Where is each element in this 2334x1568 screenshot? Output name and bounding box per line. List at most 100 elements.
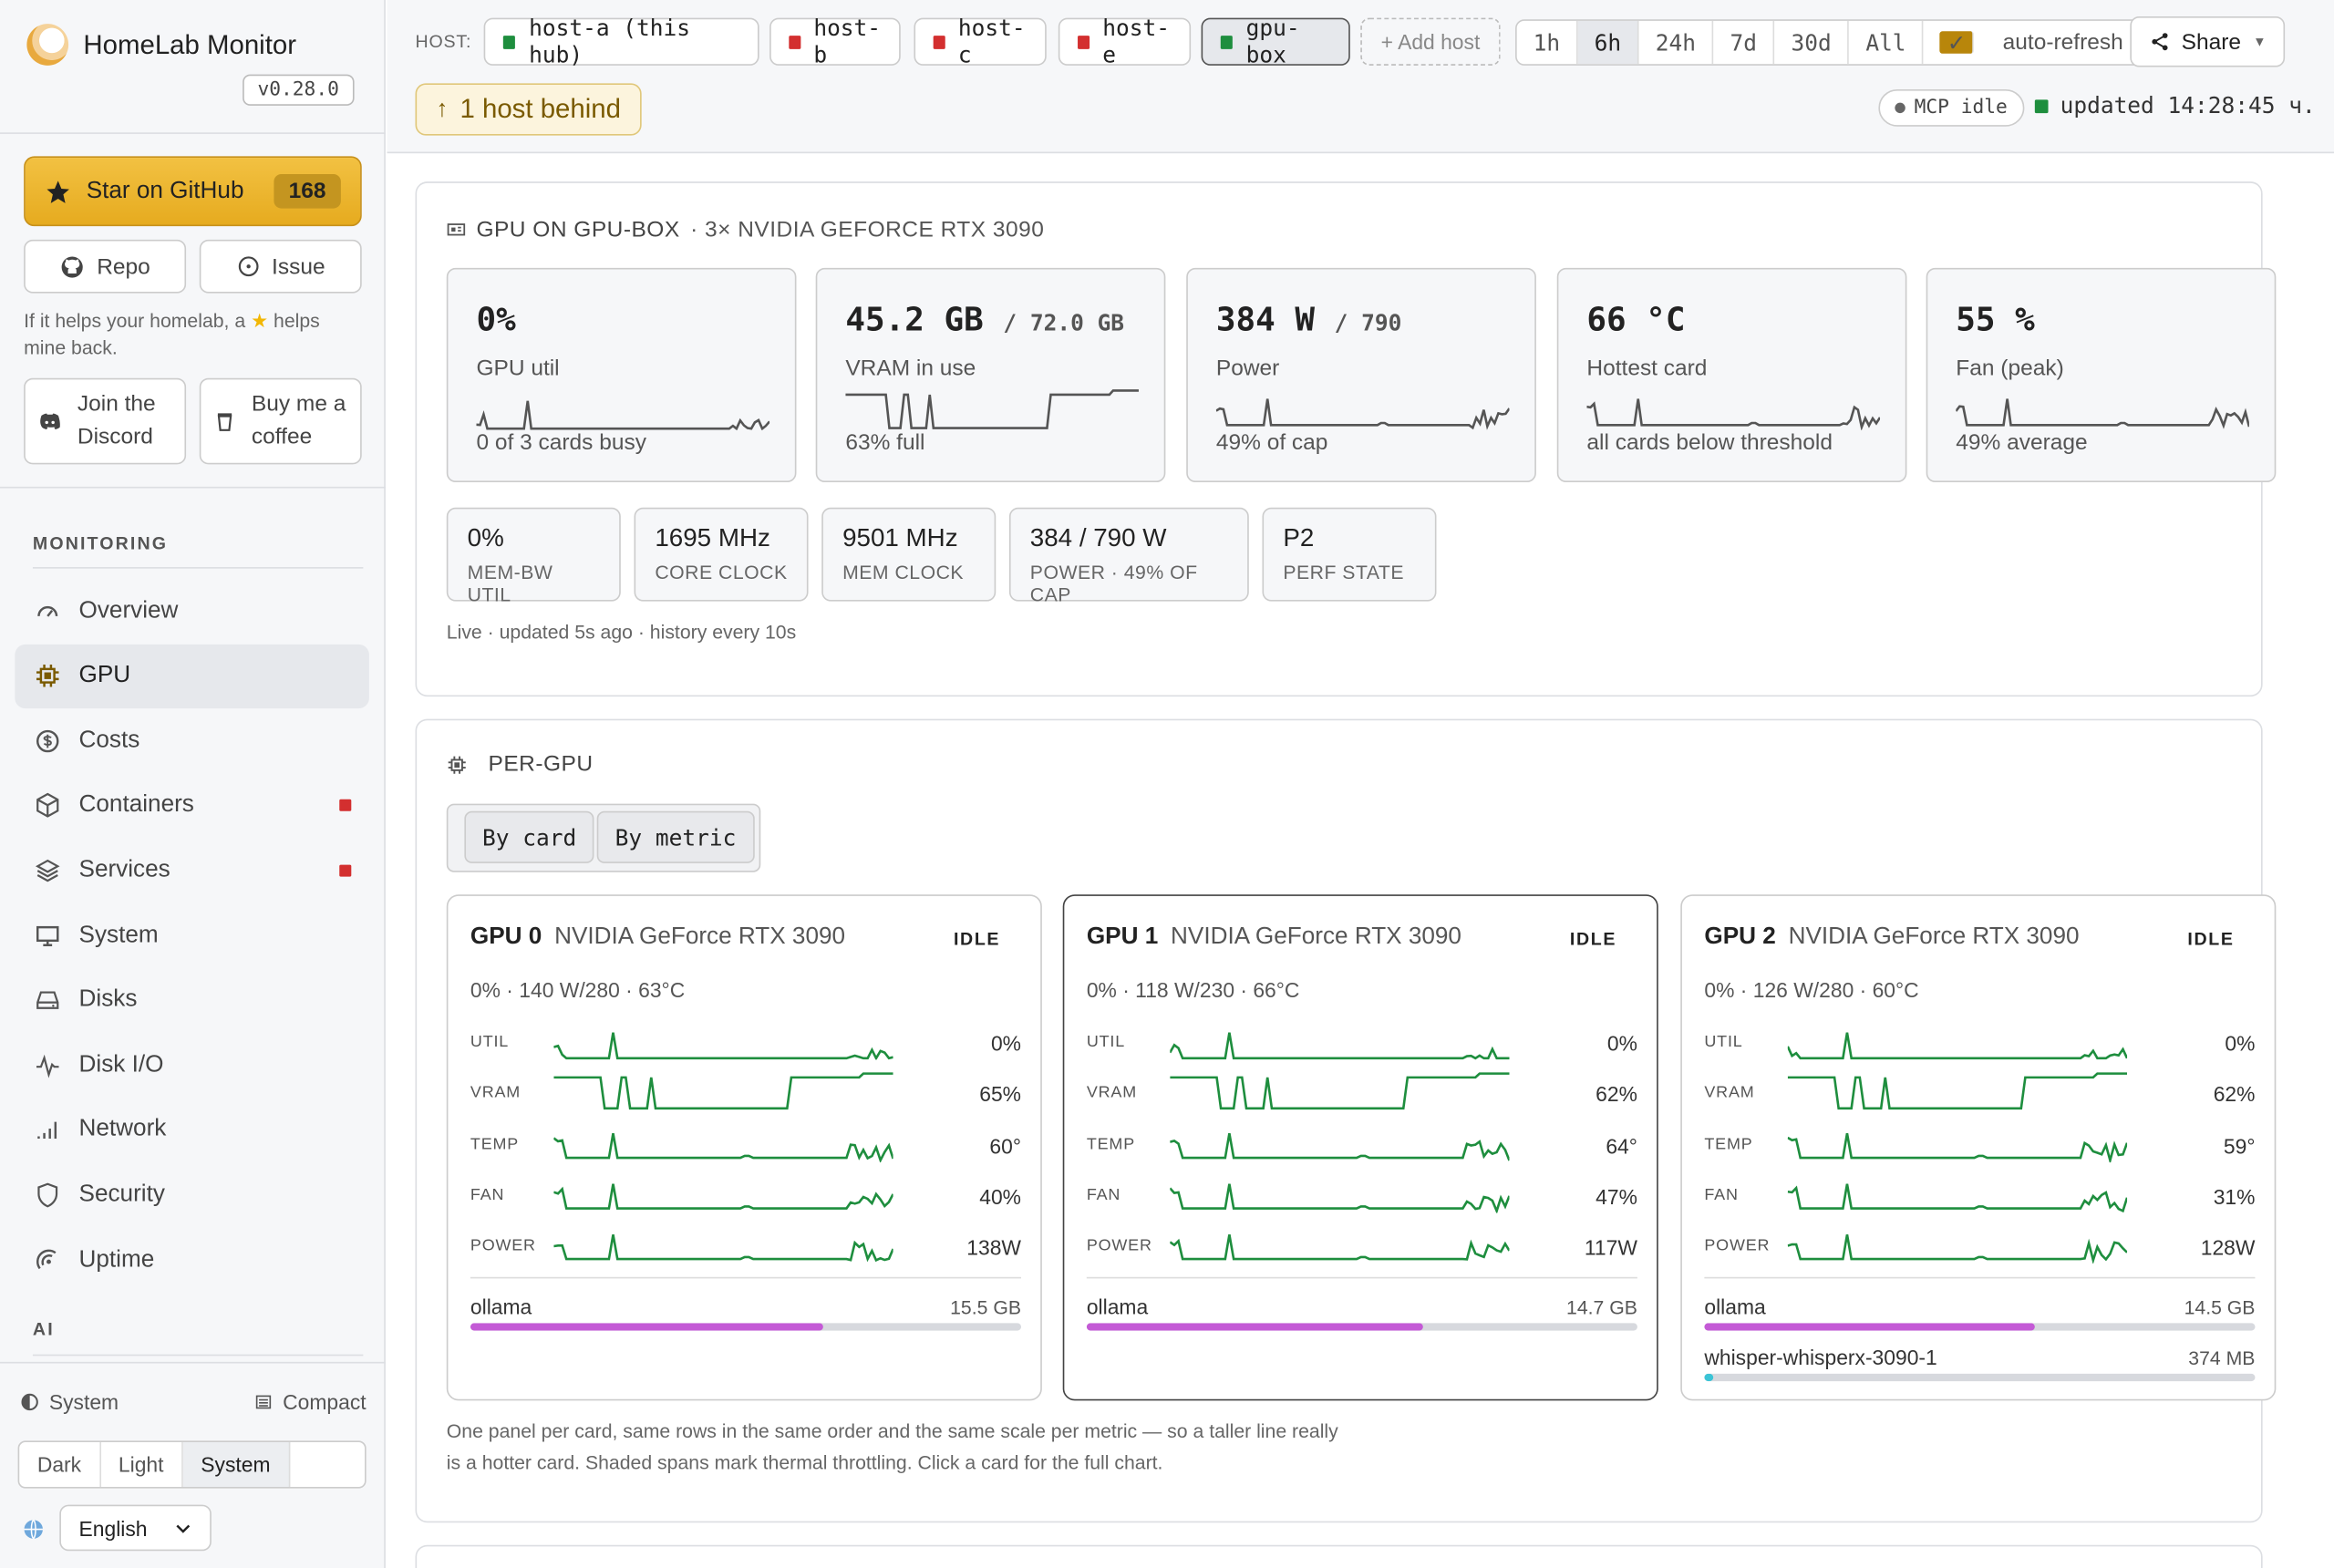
gpu-summary: 0% · 118 W/230 · 66°C [1086, 977, 1300, 1002]
stat-card[interactable]: 45.2 GB / 72.0 GB VRAM in use 63% full [815, 267, 1166, 482]
host-chip[interactable]: host-c [914, 15, 1047, 68]
gpu-card-icon [447, 223, 466, 236]
language-select[interactable]: English [59, 1504, 212, 1552]
discord-button[interactable]: Join the Discord [24, 377, 187, 465]
stat-value-main: 66 °C [1586, 302, 1686, 340]
theme-option-dark[interactable]: Dark [19, 1442, 101, 1488]
mini-stat-label: POWER · 49% OF CAP [1029, 561, 1198, 606]
share-button[interactable]: Share ▼ [2130, 15, 2286, 67]
tab-by-card[interactable]: By card [464, 810, 594, 863]
nav-item-label: GPU [78, 662, 131, 688]
help-text-pre: If it helps your homelab, a [24, 309, 246, 333]
caret-down-icon: ▼ [2253, 34, 2267, 49]
metric-label: POWER [1086, 1237, 1152, 1255]
process-memory-bar-fill [470, 1323, 823, 1331]
nav-item-gpu[interactable]: GPU [15, 644, 369, 708]
nav-item-label: Security [78, 1181, 165, 1207]
sparkline-chart [845, 389, 1139, 429]
status-dot-icon [2034, 98, 2049, 113]
metric-label: UTIL [1086, 1033, 1126, 1051]
star-on-github-button[interactable]: Star on GitHub 168 [24, 156, 362, 227]
nav-item-disk-i-o[interactable]: Disk I/O [15, 1033, 369, 1097]
gpu-model: NVIDIA GeForce RTX 3090 [1788, 923, 2080, 950]
stat-label: VRAM in use [845, 356, 976, 381]
metric-sparkline [1787, 1132, 2128, 1162]
host-name: host-e [1102, 15, 1171, 69]
nav-item-disks[interactable]: Disks [15, 968, 369, 1032]
nav-item-label: Disk I/O [78, 1051, 164, 1078]
sparkline-line [1170, 1132, 1510, 1161]
host-chip[interactable]: host-b [769, 15, 901, 68]
metric-sparkline [1787, 1183, 2128, 1212]
stat-label: GPU util [476, 356, 560, 381]
time-range-selector: 1h 6h 24h 7d 30d All ✓ auto-refresh [1515, 19, 2159, 66]
star-emoji-icon: ★ [251, 309, 269, 333]
range-option-1h[interactable]: 1h [1517, 20, 1578, 65]
pulse-icon [36, 1054, 59, 1078]
half-circle-icon [21, 1393, 38, 1411]
theme-toggle[interactable]: System [21, 1390, 119, 1414]
stat-subtext: 0 of 3 cards busy [476, 429, 646, 456]
range-option-6h[interactable]: 6h [1577, 20, 1639, 65]
host-status-icon [502, 35, 516, 49]
host-chip[interactable]: host-e [1058, 15, 1192, 69]
checkbox-checked-icon[interactable]: ✓ [1940, 30, 1975, 56]
range-option-all[interactable]: All [1849, 20, 1925, 65]
process-row: ollama 14.7 GB [1086, 1295, 1637, 1331]
nav-item-label: Disks [78, 986, 138, 1013]
next-panel [415, 1544, 2263, 1568]
auto-refresh-toggle[interactable]: ✓ auto-refresh [1924, 21, 2157, 64]
coffee-button[interactable]: Buy me a coffee [199, 377, 362, 465]
gpu-card[interactable]: GPU 1 NVIDIA GeForce RTX 3090 IDLE 0% · 11… [1062, 894, 1658, 1401]
stat-card[interactable]: 66 °C Hottest card all cards below thresho… [1556, 267, 1907, 482]
range-option-30d[interactable]: 30d [1775, 20, 1850, 65]
range-option-7d[interactable]: 7d [1714, 20, 1775, 65]
gpu-state-badge: IDLE [953, 928, 1001, 950]
range-option-24h[interactable]: 24h [1639, 20, 1714, 65]
nav-item-security[interactable]: Security [15, 1163, 369, 1227]
stat-card[interactable]: 0% GPU util 0 of 3 cards busy [446, 267, 797, 482]
stat-card[interactable]: 384 W / 790 Power 49% of cap [1186, 267, 1536, 482]
tab-by-metric[interactable]: By metric [597, 810, 754, 863]
hosts-behind-badge[interactable]: ↑ 1 host behind [415, 83, 642, 136]
nav-item-overview[interactable]: Overview [15, 579, 369, 643]
mini-stat: 9501 MHz MEM CLOCK [821, 507, 997, 602]
divider [32, 567, 364, 569]
host-chip[interactable]: gpu-box [1201, 15, 1350, 68]
theme-option-light[interactable]: Light [100, 1442, 183, 1488]
gpu-id: GPU 0 [470, 923, 542, 950]
signal-icon [37, 1122, 57, 1140]
sparkline-line [1586, 398, 1881, 430]
theme-option-system[interactable]: System [182, 1442, 290, 1488]
metric-label: UTIL [470, 1033, 510, 1051]
issue-button[interactable]: Issue [199, 239, 362, 294]
metric-sparkline [1787, 1072, 2128, 1110]
layers-icon [35, 859, 60, 882]
metric-value: 59° [2223, 1133, 2256, 1158]
sparkline-line [1170, 1183, 1510, 1213]
uptime-icon [36, 1248, 57, 1269]
dollar-icon [36, 729, 59, 752]
add-host-button[interactable]: + Add host [1360, 17, 1501, 66]
compact-label: Compact [283, 1389, 367, 1415]
gpu-card[interactable]: GPU 2 NVIDIA GeForce RTX 3090 IDLE 0% · 12… [1680, 894, 2277, 1401]
compact-toggle[interactable]: Compact [254, 1389, 367, 1415]
discord-icon [40, 412, 60, 429]
nav-item-costs[interactable]: Costs [15, 708, 369, 772]
brand[interactable]: HomeLab Monitor [26, 24, 296, 66]
metric-sparkline [1170, 1132, 1510, 1161]
nav-item-uptime[interactable]: Uptime [15, 1228, 369, 1292]
process-name: whisper-whisperx-3090-1 [1704, 1345, 1937, 1370]
gpu-card[interactable]: GPU 0 NVIDIA GeForce RTX 3090 IDLE 0% · 14… [446, 894, 1042, 1401]
repo-button[interactable]: Repo [24, 239, 187, 294]
gpu-summary: 0% · 126 W/280 · 60°C [1704, 977, 1919, 1002]
stat-card[interactable]: 55 % Fan (peak) 49% average [1926, 267, 2277, 482]
nav-item-system[interactable]: System [15, 903, 369, 967]
nav-item-network[interactable]: Network [15, 1099, 369, 1162]
nav-item-containers[interactable]: Containers [15, 774, 369, 838]
host-status-icon [789, 35, 800, 49]
metric-value: 0% [1606, 1031, 1637, 1056]
nav-item-services[interactable]: Services [15, 839, 369, 903]
host-chip[interactable]: host-a (this hub) [483, 15, 759, 68]
host-status-icon [1078, 35, 1090, 49]
